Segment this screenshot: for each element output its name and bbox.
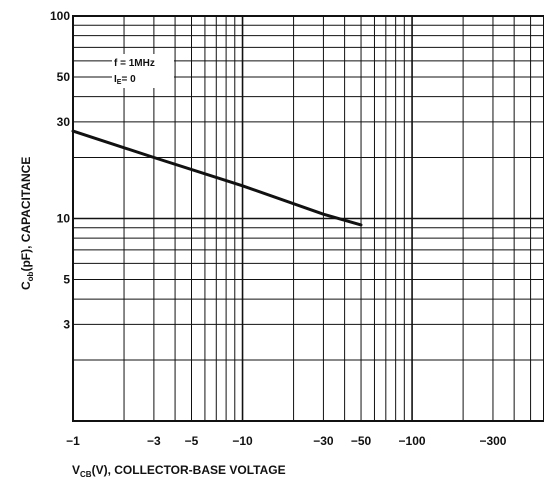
x-tick-label: −10 bbox=[232, 434, 253, 448]
x-axis-label-symbol: V bbox=[72, 463, 80, 477]
x-axis-label: VCB(V), COLLECTOR-BASE VOLTAGE bbox=[72, 463, 286, 479]
y-tick-label: 5 bbox=[63, 272, 70, 286]
y-tick-label: 30 bbox=[57, 115, 71, 129]
x-axis-label-text: (V), COLLECTOR-BASE VOLTAGE bbox=[92, 463, 286, 477]
grid bbox=[72, 16, 544, 422]
y-axis-label-subscript: ob bbox=[26, 271, 35, 281]
y-tick-label: 100 bbox=[50, 9, 70, 23]
annotation-emitter-value: = 0 bbox=[121, 74, 136, 85]
x-axis-label-subscript: CB bbox=[80, 470, 92, 479]
y-axis-label-symbol: C bbox=[19, 281, 33, 290]
x-tick-label: −5 bbox=[185, 434, 199, 448]
capacitance-curve bbox=[71, 129, 363, 227]
y-tick-label: 10 bbox=[57, 212, 71, 226]
y-axis-label-text: (pF), CAPACITANCE bbox=[19, 157, 33, 272]
annotation-emitter-symbol: I bbox=[114, 74, 117, 85]
x-tick-label: −100 bbox=[399, 434, 426, 448]
y-tick-label: 50 bbox=[57, 70, 71, 84]
annotation-box bbox=[112, 54, 174, 88]
series-group bbox=[71, 129, 363, 227]
x-tick-labels: −1 −3 −5 −10 −30 −50 −100 −300 bbox=[66, 434, 507, 448]
annotation-emitter-current: IE= 0 bbox=[114, 74, 136, 86]
x-tick-label: −300 bbox=[479, 434, 506, 448]
y-tick-label: 3 bbox=[63, 317, 70, 331]
plot-frame bbox=[72, 15, 544, 422]
x-tick-label: −30 bbox=[313, 434, 334, 448]
x-tick-label: −1 bbox=[66, 434, 80, 448]
annotation-emitter-subscript: E bbox=[117, 79, 122, 86]
y-tick-labels: 100 50 30 10 5 3 bbox=[50, 9, 70, 331]
x-tick-label: −50 bbox=[351, 434, 372, 448]
annotation-frequency: f = 1MHz bbox=[114, 58, 155, 69]
y-axis-label: Cob(pF), CAPACITANCE bbox=[19, 157, 35, 290]
x-tick-label: −3 bbox=[147, 434, 161, 448]
